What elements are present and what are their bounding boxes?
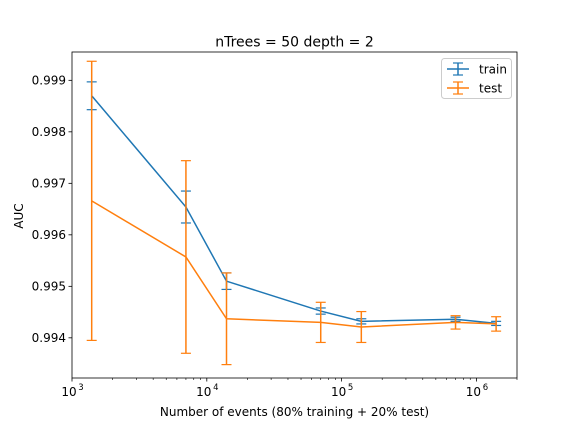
chart-title: nTrees = 50 depth = 2	[215, 35, 374, 51]
x-tick-label: 10	[196, 385, 211, 399]
y-axis-label: AUC	[12, 203, 26, 228]
series-test	[86, 60, 502, 366]
y-tick-label: 0.995	[32, 280, 66, 294]
y-tick-label: 0.996	[32, 228, 66, 242]
x-tick-label-exponent: 5	[348, 383, 353, 393]
legend-label-train: train	[479, 62, 507, 76]
y-tick-label: 0.999	[32, 74, 66, 88]
axes-frame	[71, 51, 518, 379]
x-tick-label: 10	[466, 385, 481, 399]
x-tick-label-exponent: 3	[78, 383, 83, 393]
x-tick-label: 10	[331, 385, 346, 399]
y-tick-label: 0.994	[32, 331, 66, 345]
y-tick-label: 0.998	[32, 125, 66, 139]
x-tick-label: 10	[61, 385, 76, 399]
x-axis-label: Number of events (80% training + 20% tes…	[160, 405, 429, 419]
plot-area	[86, 60, 502, 366]
axes: 10 3 10 4 10 5 10 60.9940.9950.9960.9970.9980.9…	[32, 51, 518, 399]
series-line-test	[91, 200, 497, 328]
y-tick-label: 0.997	[32, 177, 66, 191]
legend: train test	[441, 58, 512, 99]
x-tick-label-exponent: 4	[213, 383, 218, 393]
x-tick-label-exponent: 6	[483, 383, 488, 393]
legend-label-test: test	[479, 81, 502, 95]
